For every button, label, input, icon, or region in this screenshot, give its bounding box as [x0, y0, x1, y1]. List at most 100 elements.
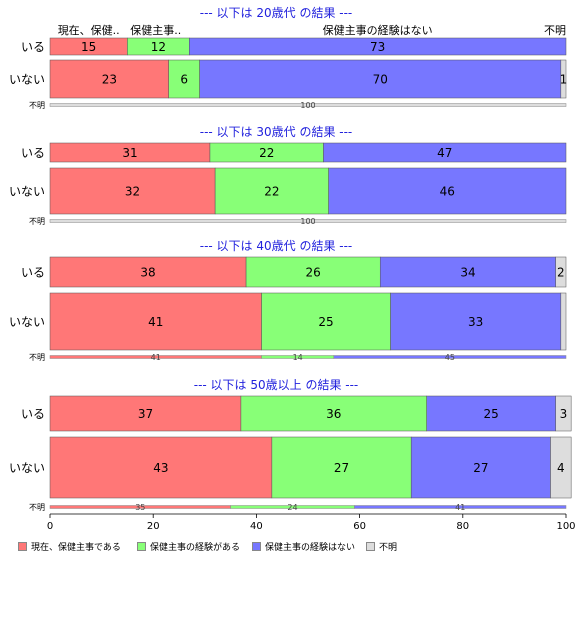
unknown-data-label: 14	[293, 353, 303, 362]
legend-label: 保健主事の経験がある	[150, 542, 241, 553]
unknown-row-label: 不明	[29, 101, 45, 110]
data-label: 27	[334, 461, 349, 475]
data-label: 46	[440, 185, 455, 199]
bar-segment	[245, 256, 381, 288]
row-label: いる	[21, 407, 45, 421]
x-tick-label: 40	[250, 521, 263, 532]
bar-segment	[550, 436, 572, 499]
data-label: 25	[318, 315, 333, 329]
bar-segment	[49, 436, 273, 499]
unknown-data-label: 35	[135, 503, 145, 512]
legend-swatch	[137, 541, 146, 551]
legend-label: 現在、保健主事である	[31, 542, 121, 553]
bar-segment	[390, 292, 562, 351]
bar-segment	[555, 395, 572, 432]
data-label: 33	[468, 315, 483, 329]
bar-segment	[49, 292, 262, 351]
unknown-bar-segment	[354, 505, 567, 509]
bar-segment	[261, 292, 391, 351]
panel-title: --- 以下は 50歳以上 の結果 ---	[194, 378, 359, 392]
data-label: 15	[81, 40, 96, 54]
row-label: いない	[9, 73, 45, 87]
bar-segment	[560, 292, 567, 351]
legend-swatch	[252, 541, 261, 551]
bar-segment	[199, 59, 562, 99]
panel-title: --- 以下は 30歳代 の結果 ---	[200, 125, 353, 139]
panel-title: --- 以下は 40歳代 の結果 ---	[200, 239, 353, 253]
category-header: 現在、保健..	[58, 23, 120, 37]
row-label: いない	[9, 185, 45, 199]
data-label: 41	[148, 315, 163, 329]
bar-segment	[240, 395, 427, 432]
data-label: 1	[560, 73, 568, 87]
unknown-row-label: 不明	[29, 353, 45, 362]
legend-item-series-3: 保健主事の経験はない	[252, 539, 355, 553]
unknown-data-label: 41	[151, 353, 161, 362]
data-label: 32	[125, 185, 140, 199]
legend-label: 不明	[379, 542, 398, 553]
data-label: 47	[437, 146, 452, 160]
data-label: 38	[140, 266, 155, 280]
unknown-data-label: 45	[445, 353, 455, 362]
data-label: 70	[373, 73, 388, 87]
legend-swatch	[366, 541, 375, 551]
panel-title: --- 以下は 20歳代 の結果 ---	[200, 6, 353, 20]
unknown-row-label: 不明	[29, 217, 45, 226]
row-label: いる	[21, 40, 45, 54]
data-label: 73	[370, 40, 385, 54]
row-label: いない	[9, 461, 45, 475]
x-tick-label: 60	[353, 521, 366, 532]
data-label: 22	[259, 146, 274, 160]
data-label: 25	[484, 407, 499, 421]
bar-segment	[189, 37, 567, 56]
x-tick-label: 100	[556, 521, 575, 532]
data-label: 2	[557, 266, 565, 280]
row-label: いない	[9, 315, 45, 329]
bar-segment	[410, 436, 551, 499]
unknown-bar-segment	[49, 219, 567, 223]
bar-segment	[323, 142, 567, 163]
legend-label: 保健主事の経験はない	[265, 542, 356, 553]
category-header: 保健主事..	[130, 23, 181, 37]
unknown-row-label: 不明	[29, 503, 45, 512]
data-label: 27	[473, 461, 488, 475]
data-label: 36	[326, 407, 341, 421]
bar-segment	[328, 167, 567, 215]
legend-item-series-4: 不明	[366, 539, 397, 553]
bar-segment	[49, 256, 247, 288]
data-label: 37	[138, 407, 153, 421]
x-tick-label: 0	[47, 521, 53, 532]
bar-segment	[426, 395, 556, 432]
unknown-bar-segment	[49, 103, 567, 107]
data-label: 3	[560, 407, 568, 421]
bar-segment	[560, 59, 567, 99]
data-label: 31	[122, 146, 137, 160]
legend-swatch	[18, 541, 27, 551]
bar-segment	[271, 436, 412, 499]
bar-segment	[49, 167, 216, 215]
category-header: 保健主事の経験はない	[323, 23, 433, 37]
legend-item-series-1: 現在、保健主事である	[18, 539, 121, 553]
data-label: 22	[264, 185, 279, 199]
legend-item-series-2: 保健主事の経験がある	[137, 539, 240, 553]
data-label: 6	[180, 73, 188, 87]
x-tick-label: 20	[147, 521, 160, 532]
data-label: 43	[153, 461, 168, 475]
data-label: 23	[102, 73, 117, 87]
bar-segment	[214, 167, 329, 215]
unknown-data-label: 41	[455, 503, 465, 512]
data-label: 34	[460, 266, 475, 280]
bar-segment	[49, 59, 169, 99]
data-label: 26	[306, 266, 321, 280]
row-label: いる	[21, 266, 45, 280]
unknown-bar-segment	[333, 355, 567, 359]
unknown-data-label: 100	[300, 101, 315, 110]
row-label: いる	[21, 146, 45, 160]
unknown-data-label: 24	[287, 503, 297, 512]
category-header: 不明	[544, 24, 566, 37]
x-tick-label: 80	[456, 521, 469, 532]
bar-segment	[555, 256, 567, 288]
data-label: 12	[151, 40, 166, 54]
unknown-data-label: 100	[300, 217, 315, 226]
